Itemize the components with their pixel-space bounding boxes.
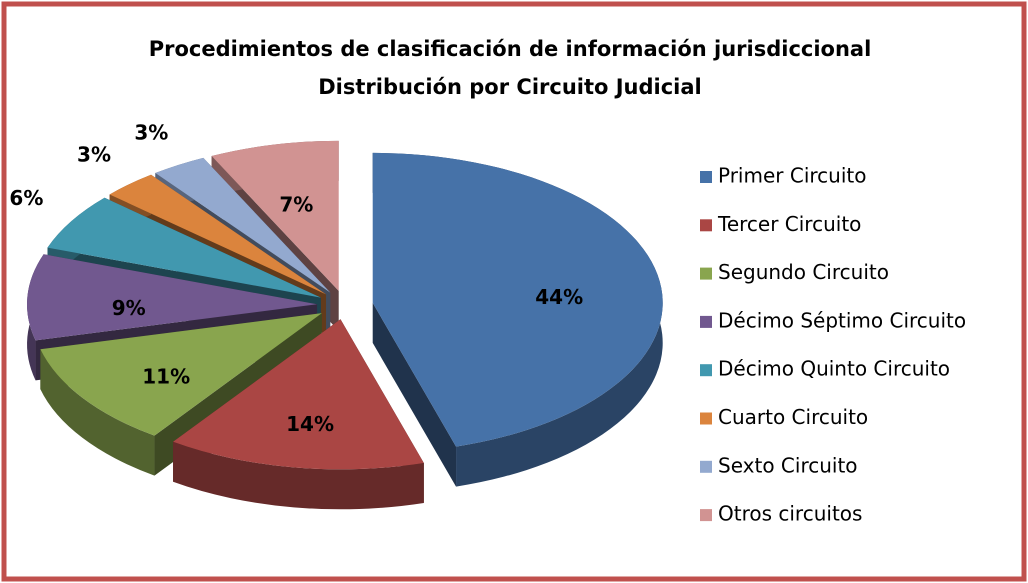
chart-subtitle: Distribución por Circuito Judicial <box>318 75 702 99</box>
slice <box>47 197 321 298</box>
data-label: 14% <box>286 412 334 436</box>
legend-label: Décimo Séptimo Circuito <box>718 308 966 332</box>
legend-label: Otros circuitos <box>718 502 862 526</box>
legend-swatch <box>700 315 712 328</box>
slice <box>27 254 318 341</box>
slice <box>211 140 339 291</box>
chart-title: Procedimientos de clasificación de infor… <box>149 37 872 61</box>
data-label: 44% <box>535 285 583 309</box>
legend-swatch <box>700 219 712 232</box>
data-label: 3% <box>134 120 168 144</box>
legend-swatch <box>700 509 712 522</box>
legend-label: Sexto Circuito <box>718 453 858 477</box>
legend-label: Tercer Circuito <box>717 212 861 236</box>
slice-side <box>372 152 457 487</box>
data-label: 6% <box>9 186 43 210</box>
data-label: 3% <box>77 143 111 167</box>
legend-swatch <box>700 412 712 425</box>
slice <box>173 319 424 470</box>
legend-label: Segundo Circuito <box>718 260 889 284</box>
slice-wall <box>40 349 155 476</box>
slice-wall <box>173 441 424 510</box>
legend-label: Cuarto Circuito <box>718 405 868 429</box>
slice <box>109 174 327 295</box>
legend-swatch <box>700 364 712 377</box>
data-label: 9% <box>112 296 146 320</box>
slice <box>372 152 663 447</box>
legend-swatch <box>700 267 712 280</box>
data-label: 7% <box>279 192 313 216</box>
data-label: 11% <box>142 365 190 389</box>
legend-label: Décimo Quinto Circuito <box>718 357 950 381</box>
legend-swatch <box>700 171 712 183</box>
slice <box>155 157 331 293</box>
slice <box>40 313 322 436</box>
legend-swatch <box>700 460 712 473</box>
legend-label: Primer Circuito <box>718 164 866 188</box>
